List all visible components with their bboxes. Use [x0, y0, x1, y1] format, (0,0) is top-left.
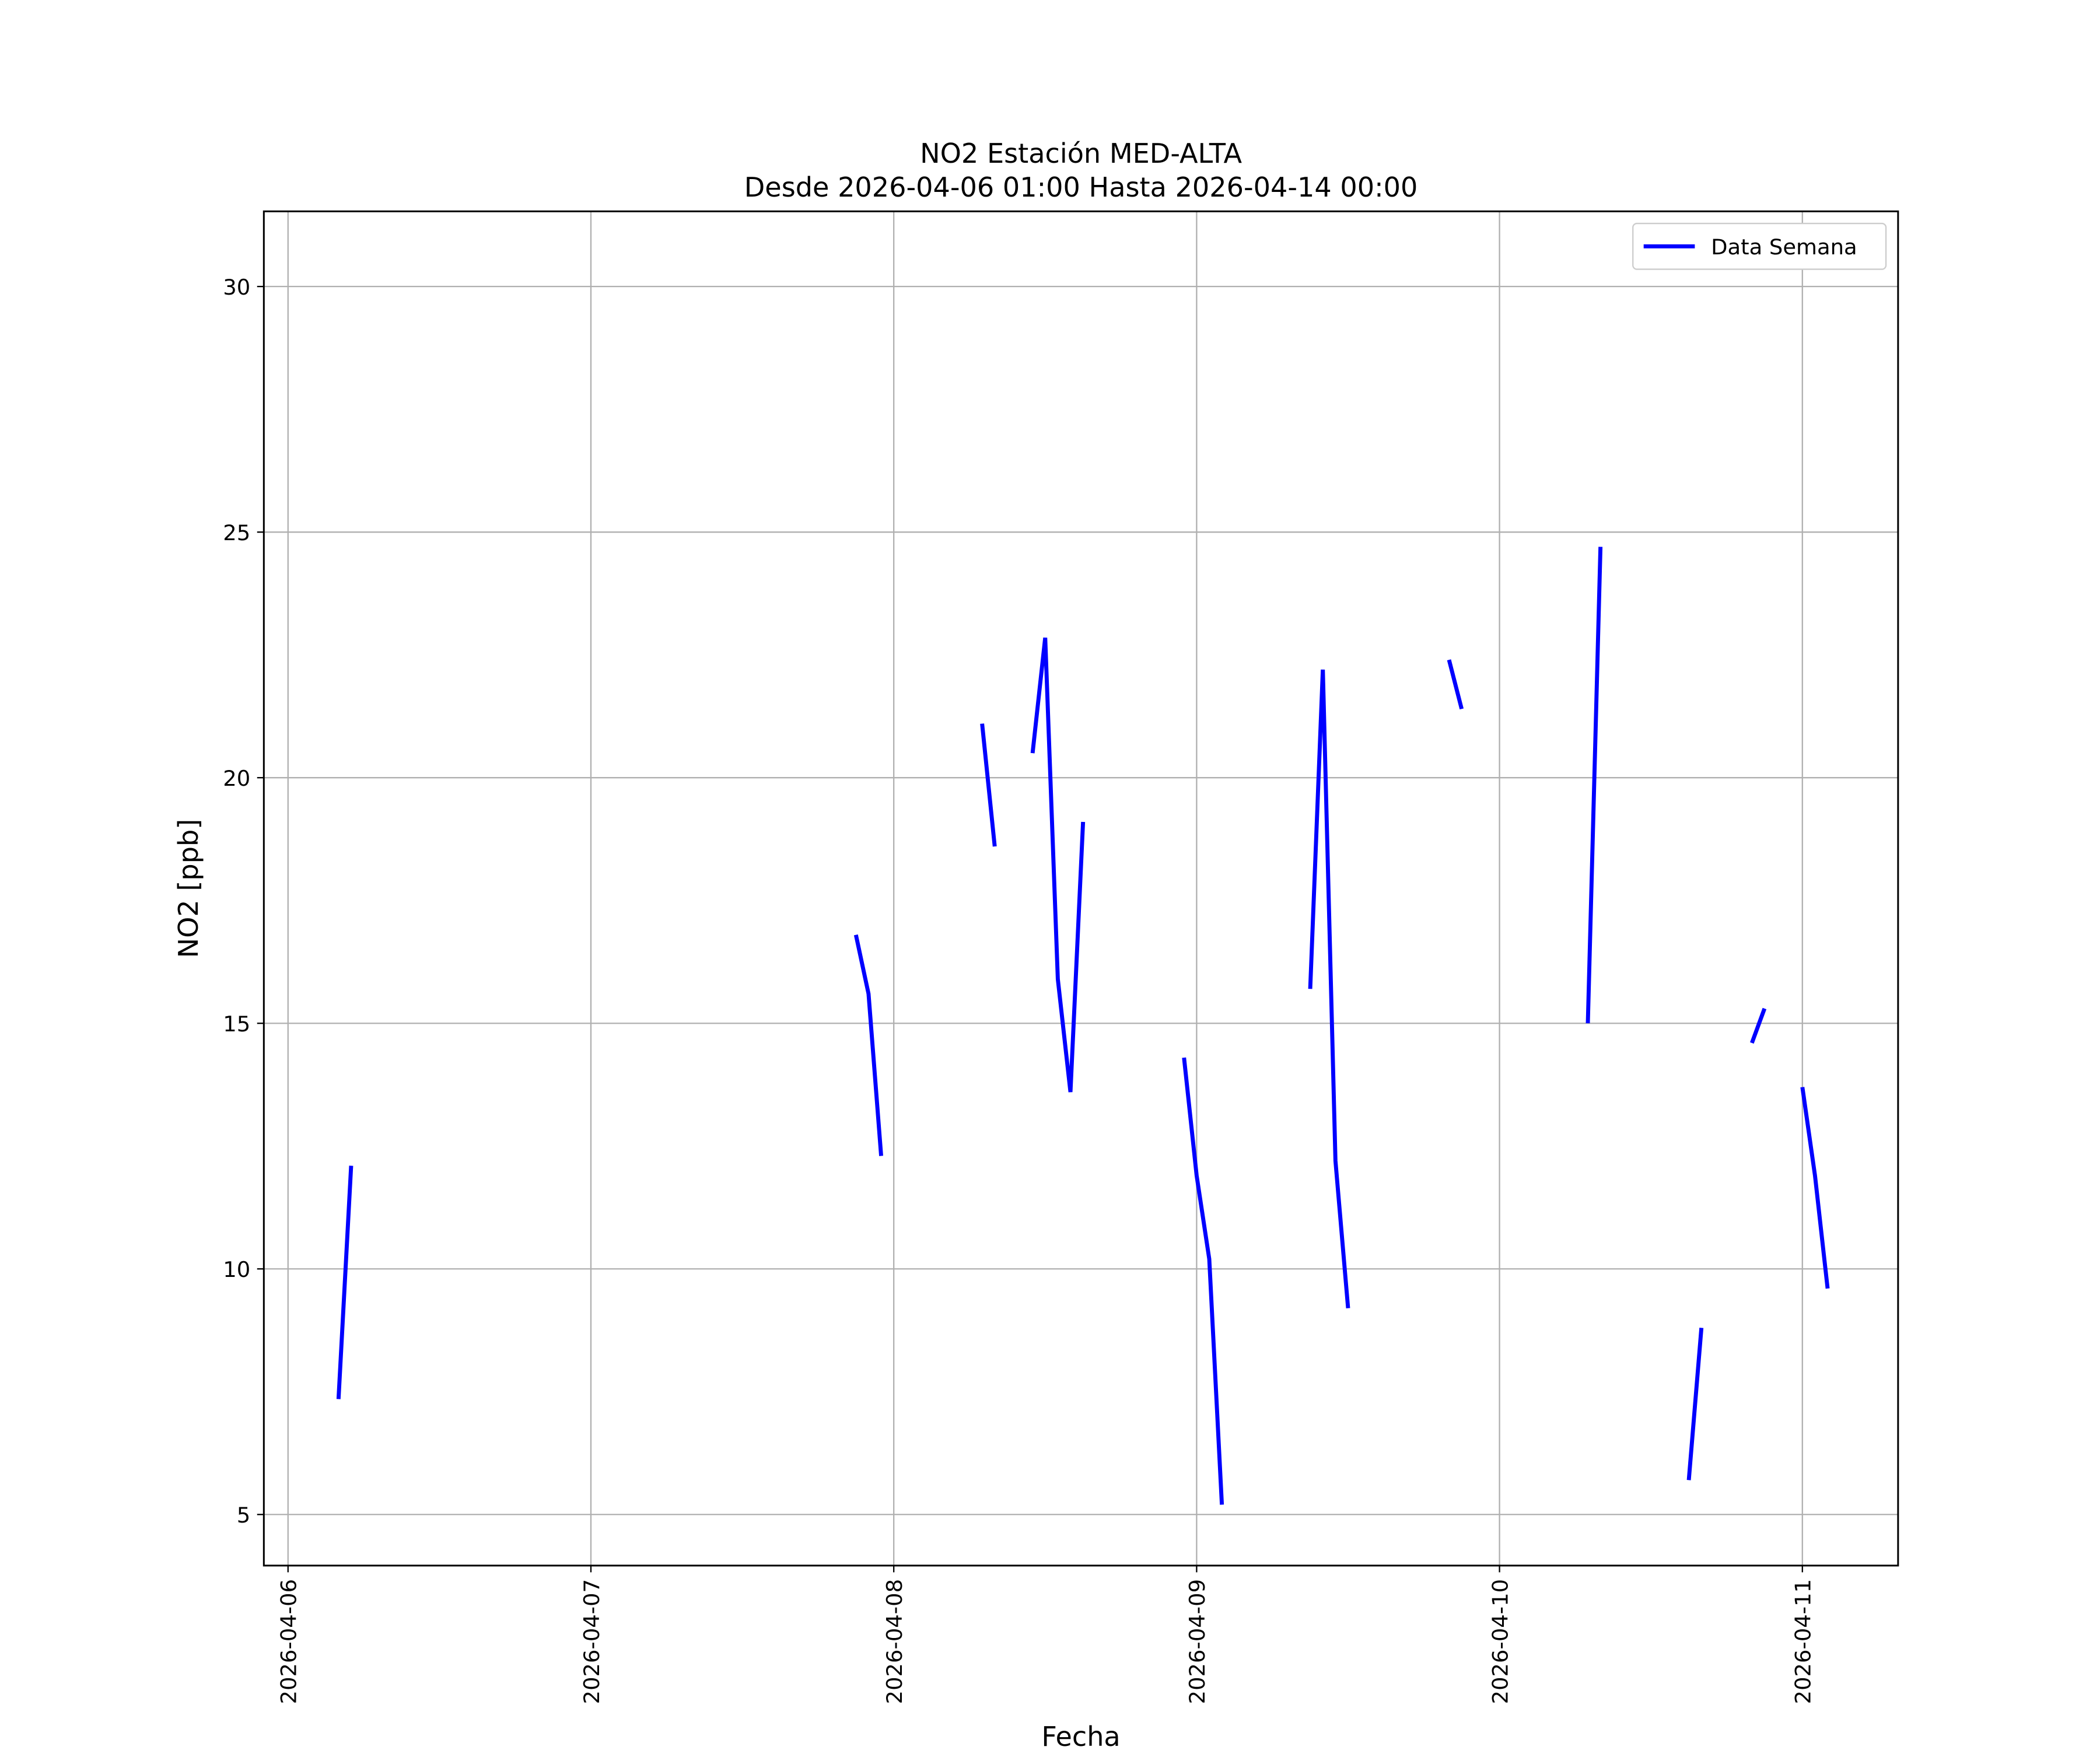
y-tick-label: 25	[223, 520, 250, 545]
x-tick-label: 2026-04-06	[276, 1579, 302, 1704]
y-tick-label: 30	[223, 275, 250, 300]
legend-label: Data Semana	[1711, 235, 1857, 260]
chart-subtitle: Desde 2026-04-06 01:00 Hasta 2026-04-14 …	[744, 172, 1418, 203]
plot-frame	[262, 210, 1899, 1567]
x-tick-label: 2026-04-11	[1791, 1579, 1816, 1704]
y-axis-label: NO2 [ppb]	[173, 819, 204, 958]
y-tick-label: 10	[223, 1257, 250, 1282]
x-tick-label: 2026-04-09	[1185, 1579, 1210, 1704]
x-tick-label: 2026-04-10	[1488, 1579, 1513, 1704]
x-tick-label: 2026-04-08	[882, 1579, 907, 1704]
y-tick-label: 20	[223, 766, 250, 791]
legend-box	[1632, 222, 1887, 270]
chart-title: NO2 Estación MED-ALTA	[920, 138, 1242, 169]
data-line	[336, 547, 1830, 1505]
x-tick-label: 2026-04-07	[579, 1579, 604, 1704]
y-tick-label: 15	[223, 1012, 250, 1037]
x-axis-label: Fecha	[1041, 1721, 1120, 1750]
y-tick-label: 5	[237, 1503, 250, 1528]
